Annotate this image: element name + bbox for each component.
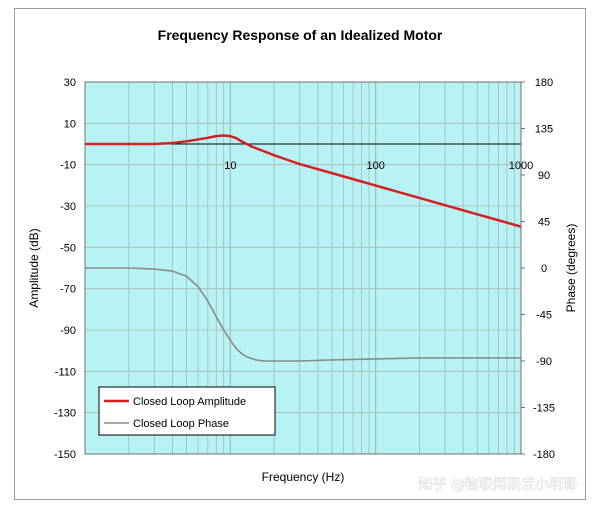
y-tick-left: -30	[60, 201, 76, 213]
y-tick-right: 45	[538, 217, 550, 229]
y-tick-right: -135	[533, 403, 555, 415]
y-tick-right: 135	[535, 124, 553, 136]
legend: Closed Loop Amplitude Closed Loop Phase	[98, 386, 276, 436]
y-tick-right: 0	[541, 263, 547, 275]
tick-labels: 30 10 -10 -30 -50 -70 -90 -110 -130 -150 180 135 90 4…	[54, 77, 555, 461]
y-tick-right: -45	[536, 310, 552, 322]
y-tick-left: -110	[55, 366, 76, 378]
x-tick: 10	[224, 160, 236, 172]
y-tick-right: -180	[533, 449, 555, 461]
x-axis-label: Frequency (Hz)	[262, 470, 345, 484]
x-tick: 1000	[509, 160, 533, 172]
y-tick-left: -70	[60, 284, 76, 296]
y-tick-left: -10	[60, 160, 76, 172]
y-tick-left: 30	[64, 77, 76, 89]
y-axis-label-right: Phase (degrees)	[564, 224, 578, 313]
y-tick-right: 180	[535, 77, 553, 89]
y-tick-left: -150	[54, 449, 76, 461]
y-tick-left: 10	[64, 118, 76, 130]
y-tick-right: 90	[538, 170, 550, 182]
series-line-amplitude	[85, 134, 522, 228]
legend-label-phase: Closed Loop Phase	[133, 418, 229, 430]
watermark: 知乎 @物联网研发小明哥	[419, 476, 577, 493]
chart-frame: Frequency Response of an Idealized Motor…	[14, 8, 586, 500]
series-line-phase	[85, 267, 521, 362]
legend-box	[98, 386, 276, 436]
chart-title: Frequency Response of an Idealized Motor	[158, 27, 443, 43]
y-tick-left: -50	[60, 242, 76, 254]
chart: Frequency Response of an Idealized Motor…	[27, 27, 578, 493]
series-layer	[85, 134, 522, 362]
x-tick: 100	[366, 160, 384, 172]
y-tick-right: -90	[536, 356, 552, 368]
legend-label-amplitude: Closed Loop Amplitude	[133, 396, 246, 408]
y-tick-left: -130	[54, 408, 76, 420]
y-tick-left: -90	[60, 325, 76, 337]
y-axis-label-left: Amplitude (dB)	[27, 228, 41, 307]
